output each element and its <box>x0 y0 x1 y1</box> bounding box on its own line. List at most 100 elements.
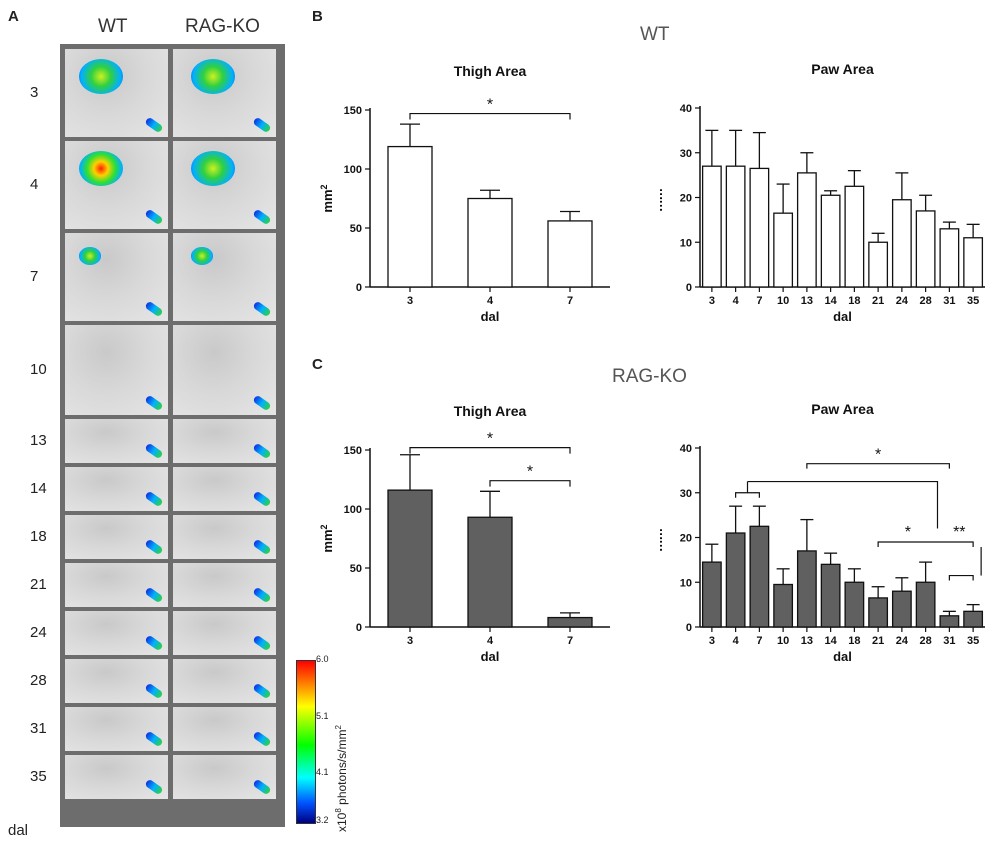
y-tick-label: 10 <box>680 577 692 589</box>
row-label-day-28: 28 <box>30 672 47 689</box>
paw-signal <box>144 682 164 700</box>
dal-label: dal <box>8 822 29 839</box>
x-tick-label-3: 3 <box>407 635 413 647</box>
x-tick-label-21: 21 <box>872 295 884 307</box>
paw-signal <box>144 300 164 318</box>
luminescence-spot <box>79 151 123 187</box>
paw-signal <box>144 442 164 460</box>
luminescence-spot <box>79 247 101 265</box>
row-label-day-4: 4 <box>30 176 39 193</box>
paw-signal <box>252 682 272 700</box>
paw-signal <box>252 442 272 460</box>
x-tick-label-35: 35 <box>967 635 979 647</box>
wt-image-day-4 <box>65 141 168 229</box>
rag-ko-image-day-3 <box>173 49 276 137</box>
x-tick-label-4: 4 <box>487 635 494 647</box>
wt-image-day-10 <box>65 325 168 415</box>
wt-paw-chart: Paw Area 0 10 20 30 40 mm2 dal 3 4 7 10 13 14 18 21 24 28… <box>660 61 985 324</box>
paw-signal <box>252 538 272 556</box>
chart-title: Thigh Area <box>454 403 527 419</box>
bar-28 <box>915 581 936 628</box>
row-label-day-3: 3 <box>30 84 39 101</box>
paw-signal <box>144 586 164 604</box>
x-axis-label: dal <box>833 649 852 664</box>
x-tick-label-35: 35 <box>967 295 979 307</box>
row-label-day-31: 31 <box>30 720 47 737</box>
column-header-wt: WT <box>98 16 128 37</box>
x-tick-label-7: 7 <box>756 295 762 307</box>
bar-14 <box>820 563 841 628</box>
rag-ko-group-title: RAG-KO <box>612 366 687 387</box>
significance-star: * <box>487 97 493 114</box>
x-tick-label-4: 4 <box>487 295 494 307</box>
rag-ko-image-day-18 <box>173 515 276 559</box>
bar-7 <box>547 220 593 288</box>
luminescence-spot <box>191 247 213 265</box>
wt-group-title: WT <box>640 24 670 45</box>
significance-bracket <box>409 112 571 120</box>
bar-10 <box>773 212 794 288</box>
rag-ko-image-day-13 <box>173 419 276 463</box>
bar-3 <box>701 561 722 628</box>
wt-image-day-13 <box>65 419 168 463</box>
x-tick-label-7: 7 <box>567 295 573 307</box>
significance-star: * <box>905 524 911 541</box>
x-tick-label-3: 3 <box>709 295 715 307</box>
paw-signal <box>144 730 164 748</box>
wt-image-day-24 <box>65 611 168 655</box>
row-label-day-18: 18 <box>30 528 47 545</box>
y-axis-label: mm2 <box>660 523 665 551</box>
wt-image-day-35 <box>65 755 168 799</box>
rag-ko-image-day-10 <box>173 325 276 415</box>
y-tick-label: 20 <box>680 533 692 545</box>
paw-signal <box>252 730 272 748</box>
y-tick-label: 0 <box>356 622 362 634</box>
bar-21 <box>868 597 889 628</box>
luminescence-spot <box>79 59 123 95</box>
paw-signal <box>252 490 272 508</box>
x-tick-label-14: 14 <box>825 635 838 647</box>
paw-signal <box>252 300 272 318</box>
rag-paw-chart: Paw Area 0 10 20 30 40 mm2 dal 3 4 7 10 13 14 18 21 24 28… <box>660 401 985 664</box>
x-tick-label-13: 13 <box>801 635 813 647</box>
y-tick-label: 10 <box>680 237 692 249</box>
paw-signal <box>252 394 272 412</box>
bar-4 <box>467 516 513 628</box>
significance-bracket <box>489 480 571 487</box>
luminescence-spot <box>191 151 235 187</box>
rag-ko-image-day-14 <box>173 467 276 511</box>
significance-star: * <box>527 464 533 481</box>
x-tick-label-21: 21 <box>872 635 884 647</box>
panel-b-letter: B <box>312 8 323 25</box>
significance-star: * <box>875 447 881 464</box>
panel-c-letter: C <box>312 356 323 373</box>
row-label-day-13: 13 <box>30 432 47 449</box>
colorbar-label: x108 photons/s/mm2 <box>334 725 349 832</box>
x-axis-label: dal <box>481 309 500 324</box>
luminescence-spot <box>191 59 235 95</box>
rag-ko-image-day-4 <box>173 141 276 229</box>
paw-signal <box>144 394 164 412</box>
rag-ko-image-day-21 <box>173 563 276 607</box>
bar-35 <box>963 237 984 288</box>
bar-24 <box>891 590 912 628</box>
x-tick-label-10: 10 <box>777 295 789 307</box>
rag-thigh-chart: Thigh Area 0 50 100 150 mm2 dal 3 4 7 * * <box>320 403 610 664</box>
bracket-long <box>747 480 939 529</box>
y-axis-label: mm2 <box>320 184 335 212</box>
row-label-day-21: 21 <box>30 576 47 593</box>
paw-signal <box>252 634 272 652</box>
row-label-day-35: 35 <box>30 768 47 785</box>
paw-signal <box>144 538 164 556</box>
paw-signal <box>252 586 272 604</box>
bar-4 <box>725 532 746 628</box>
x-axis-label: dal <box>481 649 500 664</box>
wt-image-day-18 <box>65 515 168 559</box>
bar-13 <box>796 550 817 628</box>
bar-7 <box>749 525 770 628</box>
colorbar-tick-3: 3.2 <box>316 815 329 825</box>
chart-title: Paw Area <box>811 61 874 77</box>
bar-28 <box>915 210 936 288</box>
chart-title: Paw Area <box>811 401 874 417</box>
bracket-21-35 <box>877 541 974 547</box>
